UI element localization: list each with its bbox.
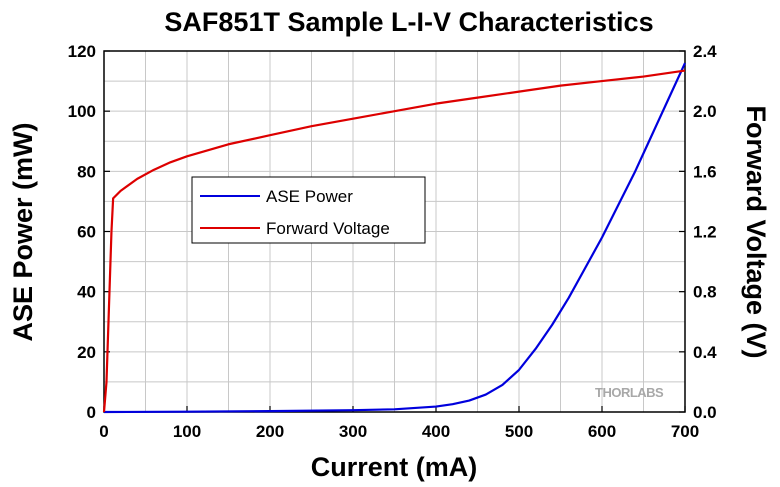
y2-tick-label: 0.4 (693, 343, 717, 362)
y2-tick-label: 2.0 (693, 102, 717, 121)
legend-label-forward-voltage: Forward Voltage (266, 219, 390, 238)
y2-tick-label: 0.8 (693, 283, 717, 302)
y2-tick-label: 0.0 (693, 403, 717, 422)
series-line-forward-voltage (102, 69, 686, 413)
y-tick-label: 80 (77, 162, 96, 181)
y-tick-label: 60 (77, 223, 96, 242)
grid (104, 51, 685, 412)
x-tick-label: 500 (505, 422, 533, 441)
y-tick-label: 40 (77, 283, 96, 302)
y-tick-label: 0 (87, 403, 96, 422)
y-tick-label: 120 (68, 42, 96, 61)
x-tick-label: 300 (339, 422, 367, 441)
series-line-ase-power (103, 62, 686, 414)
x-tick-label: 0 (99, 422, 108, 441)
x-axis-title: Current (mA) (311, 452, 478, 482)
y-tick-label: 100 (68, 102, 96, 121)
series-group (102, 62, 686, 414)
y2-tick-label: 2.4 (693, 42, 717, 61)
y-tick-label: 20 (77, 343, 96, 362)
legend-box (191, 176, 426, 244)
y-axis-tick-labels: 0 20 40 60 80 100 120 (68, 42, 96, 422)
legend: ASE Power Forward Voltage (191, 176, 426, 244)
y2-axis-title: Forward Voltage (V) (741, 105, 771, 358)
y2-tick-label: 1.6 (693, 162, 717, 181)
x-tick-label: 100 (173, 422, 201, 441)
y2-tick-label: 1.2 (693, 223, 717, 242)
y2-axis-tick-labels: 0.0 0.4 0.8 1.2 1.6 2.0 2.4 (693, 42, 717, 422)
y-axis-title: ASE Power (mW) (8, 122, 38, 341)
x-tick-label: 600 (588, 422, 616, 441)
watermark-logo: THORLABS (595, 385, 664, 400)
x-axis-tick-labels: 0 100 200 300 400 500 600 700 (99, 422, 699, 441)
x-tick-label: 400 (422, 422, 450, 441)
legend-label-ase-power: ASE Power (266, 187, 353, 206)
chart-title: SAF851T Sample L-I-V Characteristics (164, 7, 653, 37)
x-tick-label: 200 (256, 422, 284, 441)
x-tick-label: 700 (671, 422, 699, 441)
